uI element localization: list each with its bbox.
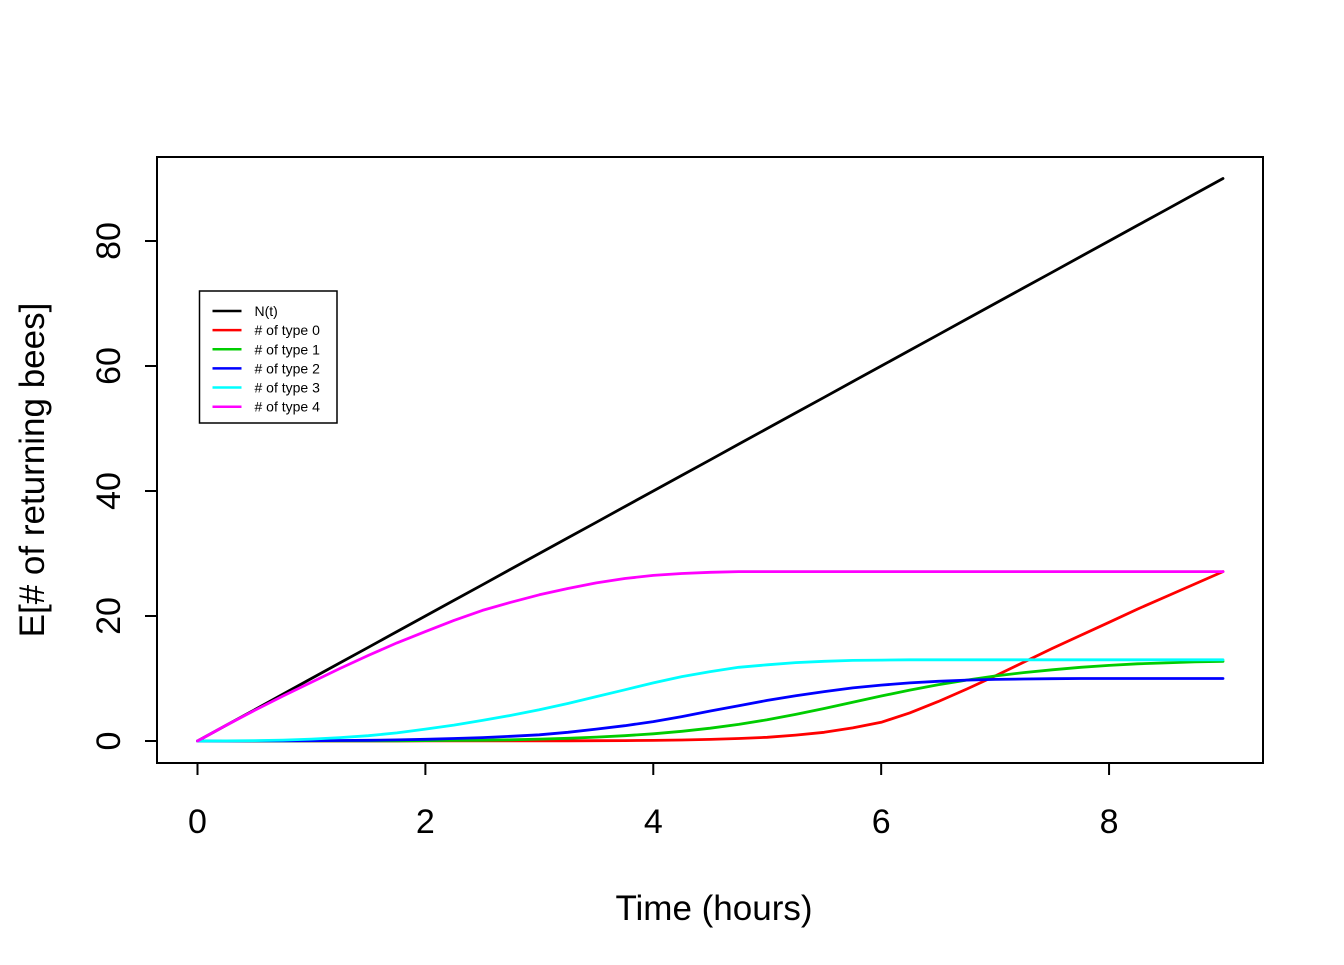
series-lines bbox=[196, 177, 1225, 743]
legend-label-n-t: N(t) bbox=[255, 303, 278, 319]
series-line-n-t bbox=[196, 177, 1225, 743]
plot-border bbox=[156, 156, 1264, 764]
x-tick-label: 2 bbox=[416, 803, 435, 841]
legend-label-of-type-1: # of type 1 bbox=[255, 341, 321, 357]
x-tick-label: 8 bbox=[1100, 803, 1119, 841]
legend-label-of-type-3: # of type 3 bbox=[255, 380, 321, 396]
x-axis: 0 2 4 6 8 bbox=[188, 763, 1119, 841]
y-tick-label: 20 bbox=[90, 597, 128, 635]
y-tick-label: 60 bbox=[90, 347, 128, 385]
series-line-of-type-1 bbox=[196, 659, 1225, 743]
x-axis-title: Time (hours) bbox=[615, 889, 812, 928]
y-tick-label: 40 bbox=[90, 472, 128, 510]
x-tick-label: 6 bbox=[872, 803, 891, 841]
legend-label-of-type-2: # of type 2 bbox=[255, 360, 321, 376]
x-tick-label: 0 bbox=[188, 803, 207, 841]
legend-label-of-type-0: # of type 0 bbox=[255, 322, 321, 338]
series-line-of-type-4 bbox=[196, 570, 1225, 743]
series-line-of-type-3 bbox=[196, 658, 1225, 743]
legend-box bbox=[198, 290, 338, 424]
y-tick-label: 80 bbox=[90, 222, 128, 260]
x-tick-label: 4 bbox=[644, 803, 663, 841]
y-axis: 0 20 40 60 80 bbox=[90, 222, 157, 750]
y-axis-title: E[# of returning bees] bbox=[13, 303, 52, 638]
legend-label-of-type-4: # of type 4 bbox=[255, 399, 321, 415]
series-line-of-type-2 bbox=[196, 677, 1225, 743]
y-tick-label: 0 bbox=[90, 732, 128, 751]
legend: N(t) # of type 0 # of type 1 # of type 2 # o… bbox=[198, 290, 338, 424]
